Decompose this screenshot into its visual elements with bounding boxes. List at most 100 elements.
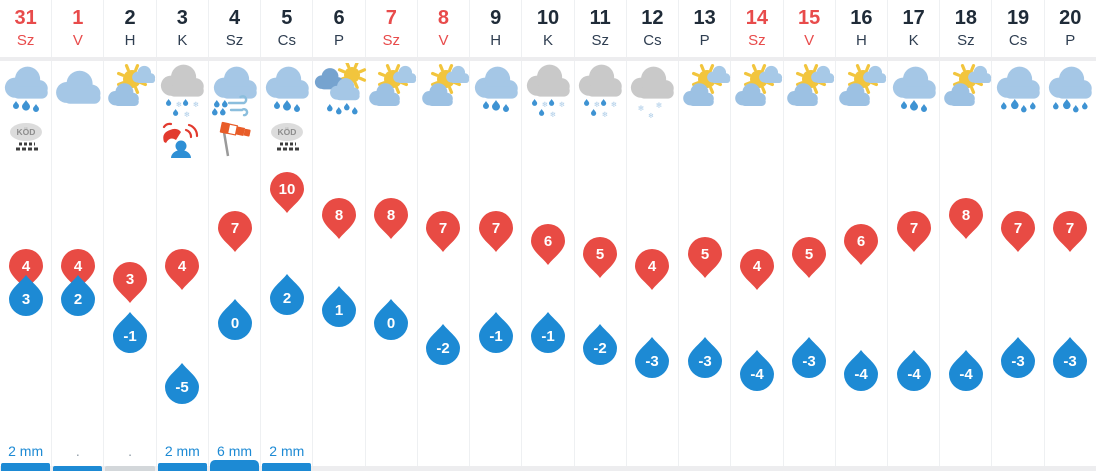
precip-bar xyxy=(1,463,51,471)
icon-stack xyxy=(731,63,783,119)
low-temp-marker: -1 xyxy=(478,311,513,353)
low-temp-value: -3 xyxy=(1064,353,1077,370)
low-temp-value: -5 xyxy=(176,379,189,396)
high-temp-value: 8 xyxy=(962,207,970,224)
high-temp-marker: 8 xyxy=(322,197,357,239)
forecast-day-column[interactable]: 18 Sz 8 -4 xyxy=(940,0,993,471)
low-temp-value: 0 xyxy=(387,315,395,332)
low-temp-marker: 2 xyxy=(269,273,304,315)
forecast-day-column[interactable]: 8 V 7 -2 xyxy=(416,0,472,471)
forecast-day-column[interactable]: 14 Sz 4 -4 xyxy=(731,0,784,471)
high-temp-marker: 7 xyxy=(896,210,931,252)
precip-bar xyxy=(105,466,155,471)
high-temp-value: 4 xyxy=(753,258,762,275)
high-temp-marker: 6 xyxy=(844,223,879,265)
precip-amount: 6 mm xyxy=(217,443,253,459)
rain-cloud-icon xyxy=(1042,63,1096,119)
low-temp-marker: -1 xyxy=(530,311,565,353)
low-temp-value: -2 xyxy=(594,340,607,357)
low-temp-marker: -5 xyxy=(165,362,200,404)
forecast-day-column[interactable]: 17 K 7 -4 xyxy=(888,0,941,471)
icon-stack: ❄ ❄ ❄ xyxy=(522,63,573,119)
column-header: 5 Cs xyxy=(261,0,312,51)
high-temp-marker: 5 xyxy=(583,236,618,278)
high-temp-value: 7 xyxy=(492,220,500,237)
forecast-day-column[interactable]: 3 K ❄ ❄ ❄ 4 -5 2 mm xyxy=(157,0,209,471)
precip-amount: . xyxy=(75,443,80,459)
column-header: 20 P xyxy=(1045,0,1096,51)
low-temp-marker: -4 xyxy=(896,349,931,391)
svg-text:❄: ❄ xyxy=(550,110,556,119)
forecast-day-column[interactable]: 6 P 8 1 xyxy=(313,0,367,471)
icon-stack xyxy=(313,63,367,119)
low-temp-marker: -3 xyxy=(792,337,827,379)
svg-text:❄: ❄ xyxy=(602,110,608,119)
date-number: 16 xyxy=(850,7,873,29)
forecast-day-column[interactable]: 13 P 5 -3 xyxy=(679,0,732,471)
day-abbrev: P xyxy=(334,32,345,49)
high-temp-value: 4 xyxy=(178,258,187,275)
partly-cloudy-icon xyxy=(102,63,158,119)
forecast-day-column[interactable]: 16 H 6 -4 xyxy=(836,0,888,471)
icon-stack xyxy=(992,63,1043,119)
day-abbrev: V xyxy=(804,32,815,49)
low-temp-value: -3 xyxy=(698,353,711,370)
partly-cloudy-icon xyxy=(416,63,472,119)
high-temp-marker: 8 xyxy=(374,197,409,239)
day-abbrev: Sz xyxy=(382,32,401,49)
sleet-cloud-icon: ❄ ❄ ❄ xyxy=(520,63,576,119)
forecast-day-column[interactable]: 31 Sz KÖD 4 3 2 mm xyxy=(0,0,53,471)
high-temp-marker: 4 xyxy=(60,249,95,291)
column-header: 4 Sz xyxy=(209,0,260,51)
low-temp-value: -1 xyxy=(541,328,554,345)
forecast-day-column[interactable]: 10 K ❄ ❄ ❄ 6 -1 xyxy=(522,0,575,471)
fog-icon: KÖD xyxy=(6,119,46,158)
date-number: 18 xyxy=(954,7,977,29)
forecast-day-column[interactable]: 5 Cs KÖD 10 2 2 mm xyxy=(261,0,314,471)
high-temp-value: 7 xyxy=(439,220,447,237)
forecast-day-column[interactable]: 11 Sz ❄ ❄ ❄ 5 -2 xyxy=(575,0,627,471)
forecast-day-column[interactable]: 9 H 7 -1 xyxy=(470,0,523,471)
fog-icon: KÖD xyxy=(267,119,307,158)
svg-text:❄: ❄ xyxy=(193,100,199,109)
column-header: 18 Sz xyxy=(940,0,991,51)
forecast-day-column[interactable]: 2 H 3 -1. xyxy=(102,0,158,471)
icon-stack: ❄ ❄ ❄ xyxy=(627,63,678,119)
column-header: 14 Sz xyxy=(731,0,782,51)
day-abbrev: Cs xyxy=(643,32,662,49)
icon-stack xyxy=(679,63,730,119)
forecast-day-column[interactable]: 19 Cs 7 -3 xyxy=(992,0,1045,471)
day-abbrev: H xyxy=(855,32,867,49)
date-number: 6 xyxy=(333,7,345,29)
svg-text:❄: ❄ xyxy=(648,111,654,119)
partly-cloudy-icon xyxy=(363,63,419,119)
column-header: 19 Cs xyxy=(992,0,1043,51)
low-temp-value: -4 xyxy=(750,366,764,383)
low-temp-value: 0 xyxy=(230,315,238,332)
forecast-day-column[interactable]: 12 Cs ❄ ❄ ❄ 4 -3 xyxy=(627,0,680,471)
date-number: 13 xyxy=(693,7,716,29)
low-temp-marker: 1 xyxy=(322,286,357,328)
icon-stack xyxy=(52,63,103,119)
low-temp-marker: -2 xyxy=(426,324,461,366)
low-temp-value: -2 xyxy=(437,340,450,357)
low-temp-marker: 3 xyxy=(8,275,43,317)
high-temp-marker: 4 xyxy=(635,249,670,291)
icon-stack xyxy=(940,63,991,119)
low-temp-marker: -4 xyxy=(739,349,774,391)
sleet-cloud-icon: ❄ ❄ ❄ xyxy=(572,63,628,119)
forecast-day-column[interactable]: 7 Sz 8 0 xyxy=(366,0,418,471)
low-temp-marker: -3 xyxy=(1001,337,1036,379)
forecast-day-column[interactable]: 15 V 5 -3 xyxy=(784,0,836,471)
high-temp-marker: 6 xyxy=(530,223,565,265)
high-temp-value: 7 xyxy=(909,220,917,237)
icon-stack xyxy=(366,63,417,119)
low-temp-marker: -2 xyxy=(583,324,618,366)
forecast-day-column[interactable]: 20 P 7 -3 xyxy=(1045,0,1096,471)
low-temp-marker: -4 xyxy=(948,349,983,391)
high-temp-marker: 8 xyxy=(948,197,983,239)
partly-cloudy-icon xyxy=(938,63,994,119)
precip-baseline xyxy=(0,466,1096,471)
forecast-day-column[interactable]: 4 Sz 7 0 6 mm xyxy=(209,0,262,471)
